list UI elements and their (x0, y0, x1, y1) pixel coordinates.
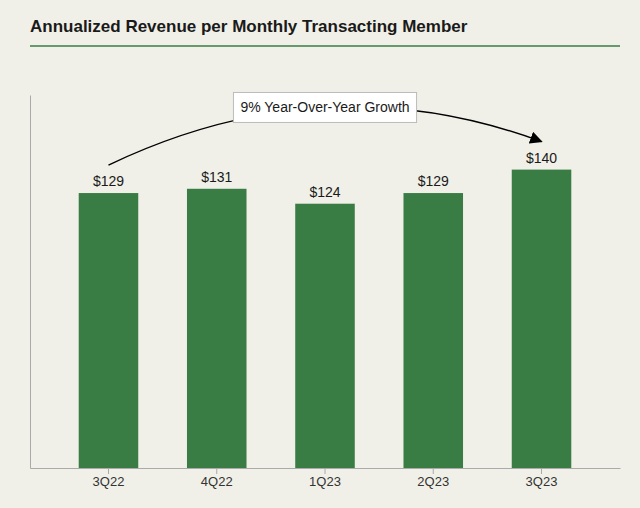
x-tick-mark (433, 468, 434, 474)
x-tick-label: 3Q22 (93, 474, 125, 489)
x-tick-label: 1Q23 (309, 474, 341, 489)
bar (512, 170, 572, 468)
annotation-text: 9% Year-Over-Year Growth (240, 99, 409, 115)
data-label: $124 (309, 184, 340, 200)
x-axis: 3Q22 4Q22 1Q23 2Q23 3Q23 (31, 468, 621, 489)
bar (403, 193, 463, 468)
x-tick-mark (216, 468, 217, 474)
title: Annualized Revenue per Monthly Transacti… (30, 17, 468, 36)
x-tick-mark (108, 468, 109, 474)
data-labels: $129 $131 $124 $129 $140 (93, 150, 557, 200)
x-tick: 3Q23 (526, 468, 558, 489)
x-tick: 3Q22 (93, 468, 125, 489)
x-tick-mark (325, 468, 326, 474)
bars (79, 170, 572, 468)
y-axis (30, 96, 31, 469)
data-label: $140 (526, 150, 557, 166)
x-tick: 1Q23 (309, 468, 341, 489)
data-label: $131 (201, 169, 232, 185)
annotation: 9% Year-Over-Year Growth (233, 92, 416, 122)
x-tick-label: 3Q23 (526, 474, 558, 489)
bar (187, 189, 247, 468)
x-tick-mark (541, 468, 542, 474)
chart: Annualized Revenue per Monthly Transacti… (0, 0, 640, 508)
plot: 3Q22 4Q22 1Q23 2Q23 3Q23 $129 $131 $124 $129 $140… (31, 92, 621, 489)
x-tick-label: 2Q23 (417, 474, 449, 489)
bar (295, 204, 355, 468)
x-tick: 4Q22 (201, 468, 233, 489)
x-tick: 2Q23 (417, 468, 449, 489)
data-label: $129 (93, 173, 124, 189)
bar (79, 193, 139, 468)
y-axis-line (30, 96, 31, 469)
title-underline (30, 45, 620, 47)
data-label: $129 (418, 173, 449, 189)
x-tick-label: 4Q22 (201, 474, 233, 489)
annotation-box (233, 92, 416, 122)
